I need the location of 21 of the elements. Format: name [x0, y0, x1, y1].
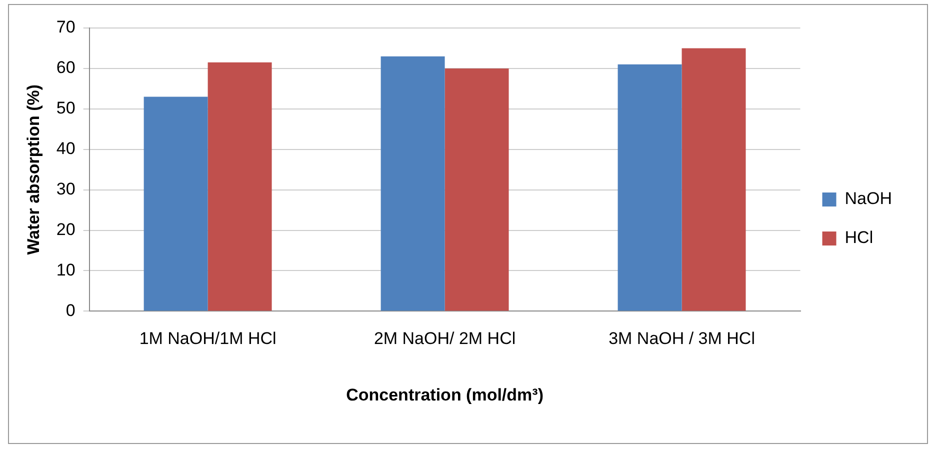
y-tick-label: 20 [56, 220, 76, 239]
bar [682, 48, 746, 311]
legend-label: NaOH [844, 189, 892, 208]
x-tick-label: 2M NaOH/ 2M HCl [374, 329, 516, 348]
x-tick-label: 3M NaOH / 3M HCl [608, 329, 755, 348]
y-tick-label: 60 [56, 58, 76, 78]
bar [444, 68, 509, 311]
y-tick-label: 70 [56, 18, 76, 37]
y-tick-label: 10 [56, 260, 76, 280]
bar [144, 96, 208, 311]
bar [208, 62, 272, 311]
bar [618, 64, 682, 311]
y-tick-label: 0 [66, 300, 76, 320]
x-tick-label: 1M NaOH/1M HCl [139, 329, 276, 348]
bar [380, 56, 445, 311]
y-tick-label: 40 [56, 139, 76, 158]
y-tick-label: 50 [56, 98, 76, 118]
y-axis-title: Water absorption (%) [24, 84, 43, 255]
x-axis-title: Concentration (mol/dm³) [346, 385, 544, 404]
y-tick-label: 30 [56, 180, 76, 199]
legend-label: HCl [844, 228, 874, 248]
